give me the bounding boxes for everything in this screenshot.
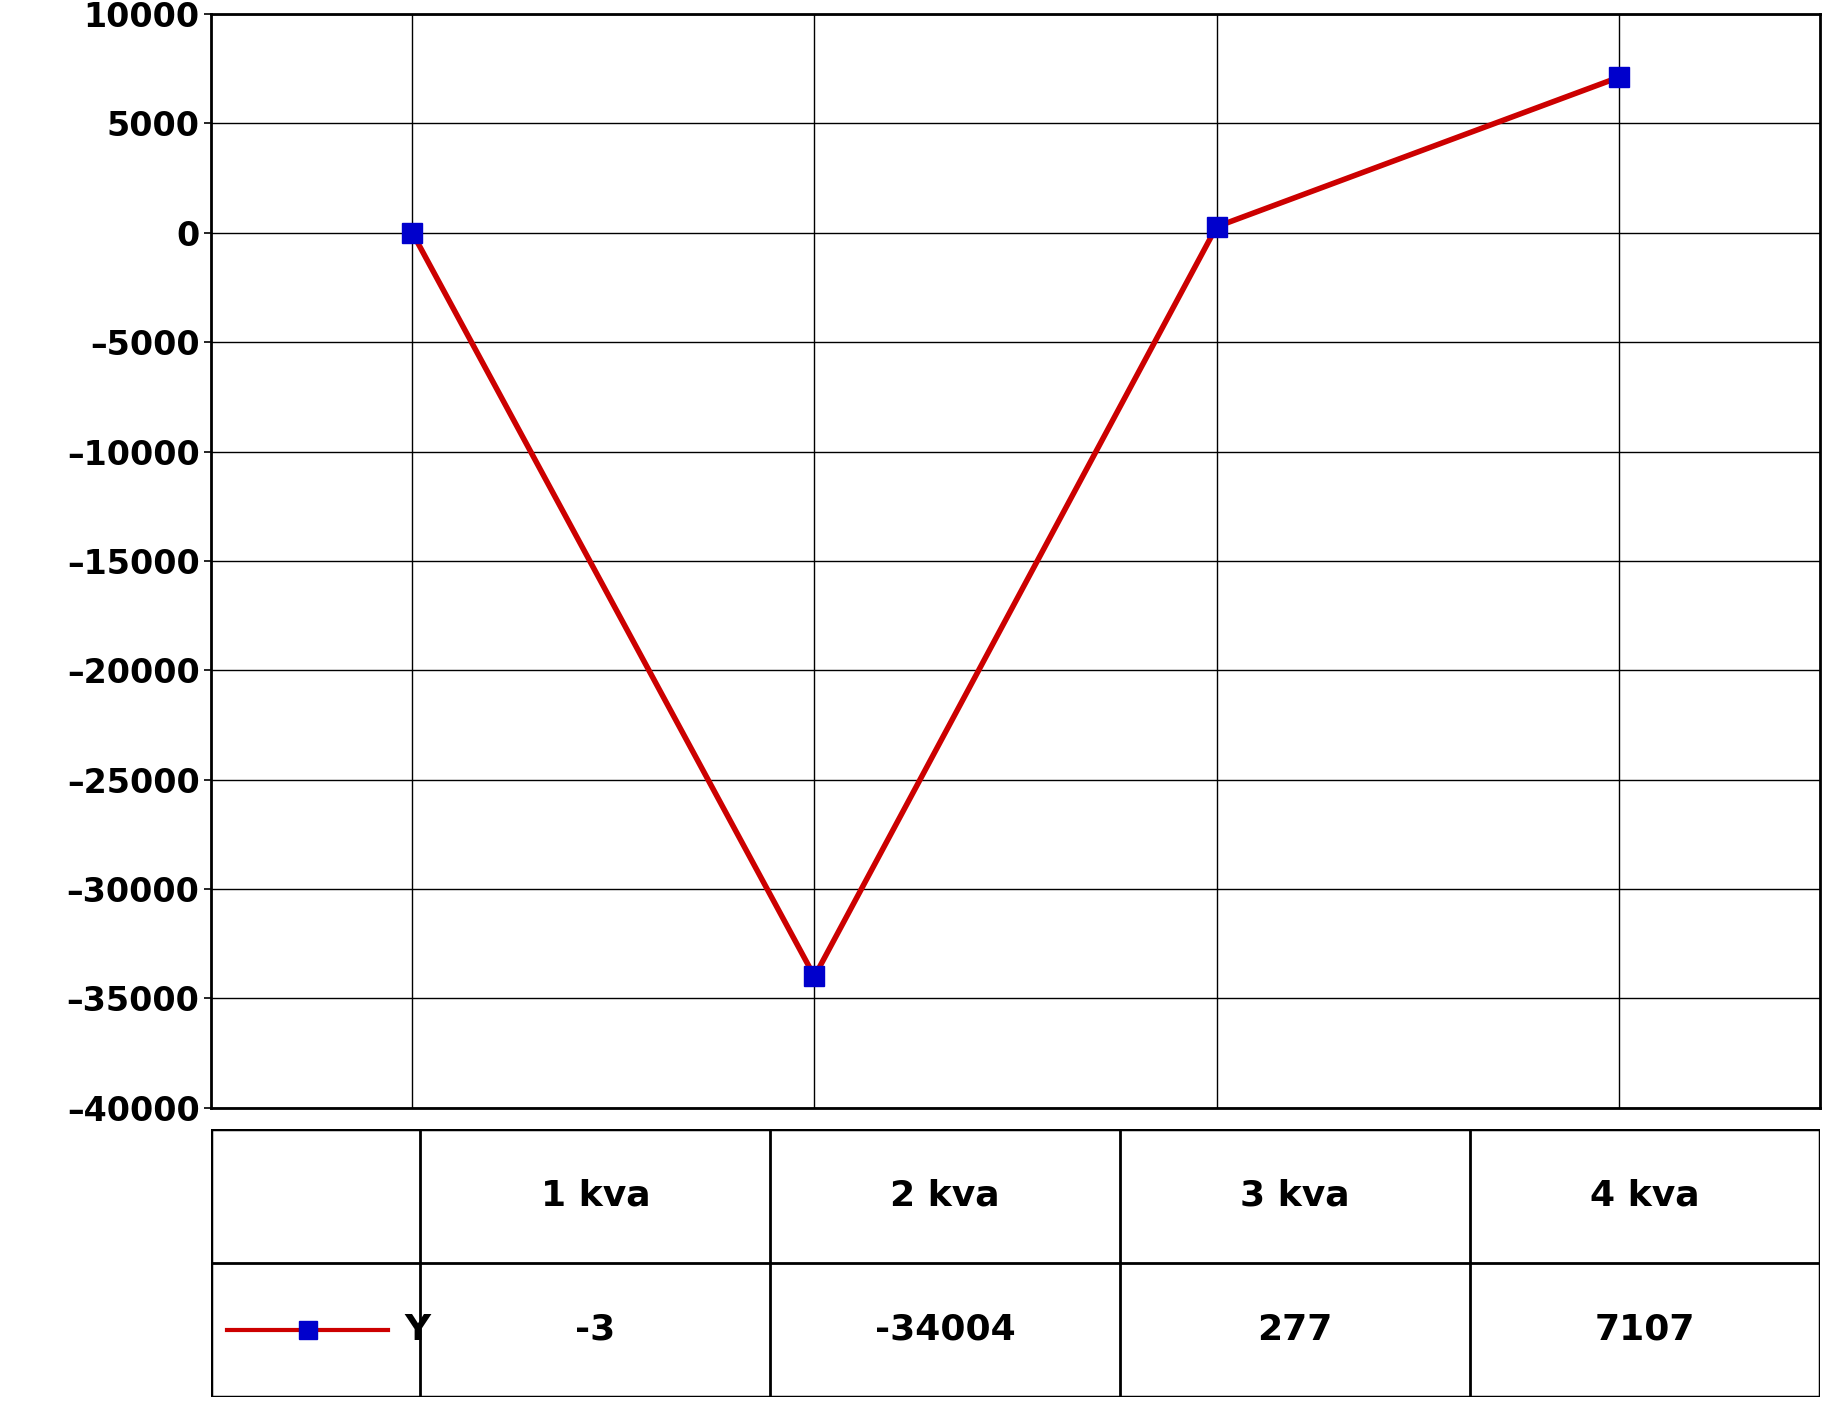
Text: 4 kva: 4 kva [1590, 1178, 1700, 1213]
Text: Y: Y [404, 1312, 430, 1348]
Text: -3: -3 [575, 1312, 616, 1348]
Text: 1 kva: 1 kva [540, 1178, 651, 1213]
Text: 7107: 7107 [1595, 1312, 1695, 1348]
Text: 3 kva: 3 kva [1241, 1178, 1349, 1213]
Text: 277: 277 [1257, 1312, 1333, 1348]
Text: 2 kva: 2 kva [890, 1178, 1000, 1213]
Text: -34004: -34004 [875, 1312, 1016, 1348]
